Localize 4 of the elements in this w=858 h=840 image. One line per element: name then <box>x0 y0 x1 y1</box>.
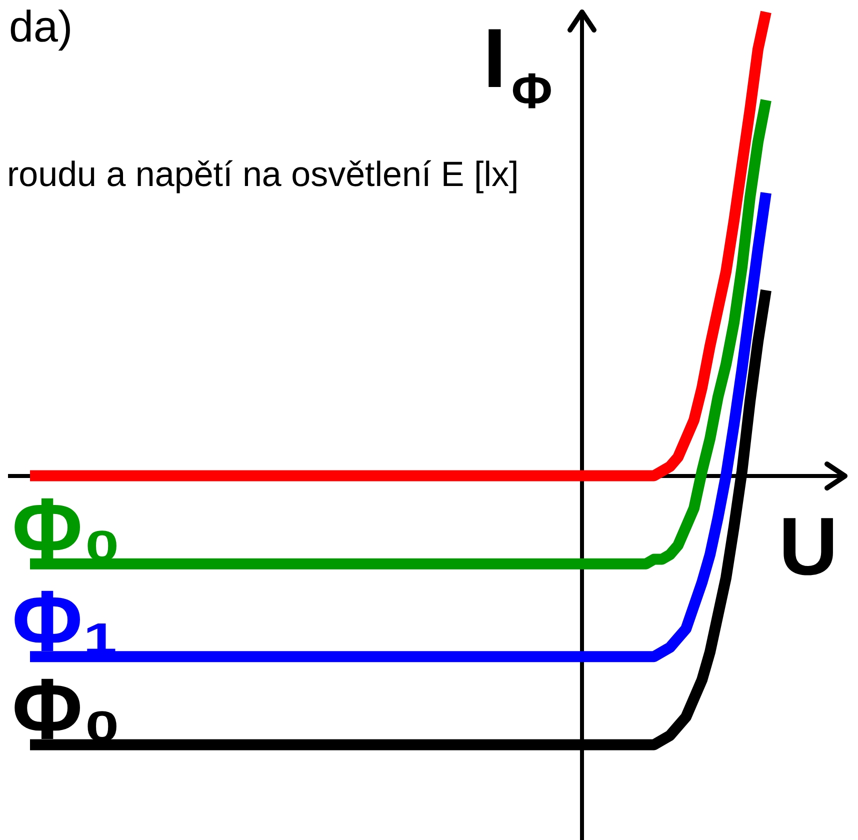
text: roudu a napětí na osvětlení E [lx] <box>7 155 519 194</box>
chart-title: da) <box>9 2 73 52</box>
y-axis-title: I$_{Φ}$ <box>483 11 552 119</box>
x-axis-title: U <box>778 501 838 592</box>
